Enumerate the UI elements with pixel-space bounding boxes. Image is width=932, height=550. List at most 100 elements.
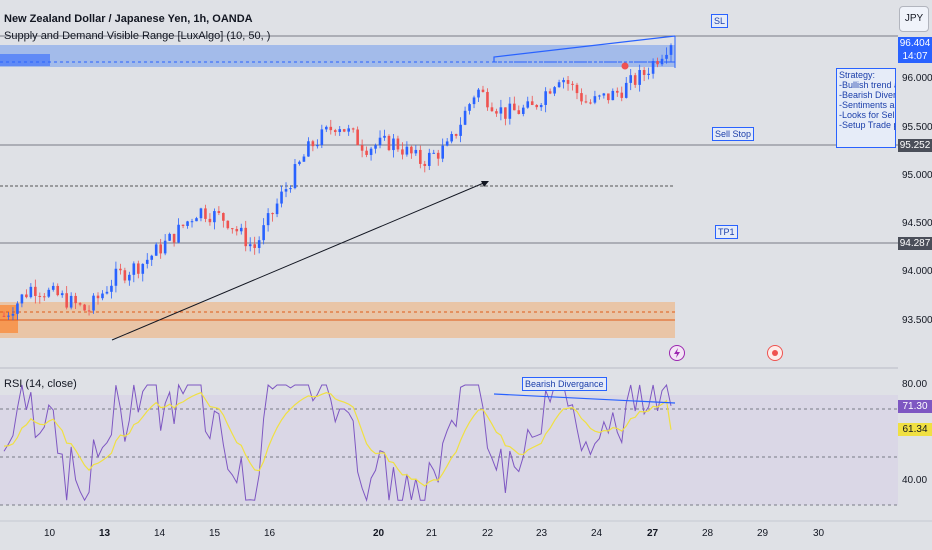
time-tick-label: 14 [154, 528, 166, 539]
candle-body [351, 128, 355, 130]
candle-body [101, 293, 104, 299]
candle-body [369, 148, 373, 155]
candle-body [459, 124, 462, 136]
candle-body [128, 274, 131, 281]
candle-body [521, 107, 525, 114]
time-tick-label: 28 [702, 528, 714, 539]
candle-body [123, 270, 127, 281]
candle-body [499, 107, 503, 114]
candle-body [217, 211, 221, 214]
candle-body [181, 224, 185, 226]
candle-body [253, 244, 256, 248]
candle-body [110, 285, 113, 292]
rsi-ma-tag: 61.34 [898, 423, 932, 436]
candle-body [25, 294, 28, 298]
candle-body [7, 315, 10, 317]
candle-body [490, 107, 494, 112]
candle-body [298, 161, 301, 165]
candle-body [575, 84, 579, 94]
strategy-line: -Sentiments are b [839, 100, 895, 110]
candle-body [468, 104, 471, 111]
candle-body [656, 61, 659, 65]
candle-body [47, 289, 51, 297]
time-tick-label: 23 [536, 528, 548, 539]
candle-body [401, 149, 404, 155]
candle-body [186, 221, 189, 226]
candle-body [248, 244, 252, 247]
candle-body [231, 228, 234, 230]
candle-body [472, 97, 476, 105]
candle-body [60, 293, 64, 296]
candle-body [302, 156, 306, 162]
candle-body [414, 149, 418, 154]
candle-body [154, 244, 158, 256]
candle-body [647, 73, 650, 75]
candle-body [508, 103, 512, 119]
time-tick-label: 29 [757, 528, 769, 539]
candle-body [562, 80, 565, 83]
candle-body [74, 295, 77, 304]
candle-body [454, 134, 458, 136]
candle-body [620, 92, 624, 98]
price-tick-label: 94.500 [902, 218, 932, 230]
candle-body [589, 102, 592, 104]
time-tick-label: 15 [209, 528, 221, 539]
candle-body [51, 285, 55, 290]
candle-body [204, 208, 207, 219]
candle-body [566, 80, 570, 84]
candle-body [208, 218, 212, 223]
candle-body [29, 286, 33, 298]
candle-body [96, 295, 100, 299]
candle-body [136, 263, 140, 274]
candle-body [199, 208, 203, 219]
candle-body [356, 129, 359, 146]
candle-body [419, 149, 422, 164]
candle-body [338, 129, 342, 133]
candle-body [580, 93, 583, 102]
candle-body [11, 313, 15, 316]
candle-body [114, 268, 118, 286]
candle-body [320, 129, 324, 145]
candle-body [584, 101, 588, 103]
candle-body [598, 95, 601, 97]
tp1-tag: 94.287 [898, 237, 932, 250]
currency-button[interactable]: JPY [899, 6, 929, 32]
candle-body [150, 255, 154, 260]
candle-body [638, 70, 641, 85]
trend-arrow [111, 181, 487, 341]
candle-body [275, 203, 279, 215]
candle-body [517, 110, 521, 114]
rsi-divergence-line [493, 393, 676, 404]
lightning-icon[interactable] [669, 345, 685, 361]
candle-body [132, 263, 136, 275]
rsi-title: RSI (14, close) [4, 378, 77, 390]
candle-body [105, 291, 109, 294]
candle-body [145, 259, 149, 264]
candle-body [539, 104, 543, 108]
bearish-divergence-label: Bearish Divergance [522, 377, 607, 391]
record-icon[interactable] [767, 345, 783, 361]
time-tick-label: 24 [591, 528, 603, 539]
candle-body [486, 91, 489, 108]
candle-body [163, 240, 167, 254]
candle-body [172, 233, 176, 243]
candle-body [374, 145, 377, 149]
candle-body [450, 134, 453, 142]
candle-body [213, 211, 216, 223]
candles [2, 43, 673, 321]
strategy-note: Strategy: -Bullish trend abo -Bearish Di… [836, 68, 896, 148]
candle-body [615, 90, 619, 93]
candle-body [405, 146, 409, 155]
candle-body [378, 137, 382, 146]
time-tick-label: 20 [373, 528, 385, 539]
candle-body [557, 82, 561, 88]
candle-body [526, 101, 530, 108]
candle-body [423, 163, 427, 166]
candle-body [624, 82, 628, 98]
candle-body [311, 141, 315, 147]
candle-body [365, 150, 368, 155]
candle-body [651, 61, 655, 74]
time-tick-label: 21 [426, 528, 438, 539]
candle-body [427, 152, 431, 166]
